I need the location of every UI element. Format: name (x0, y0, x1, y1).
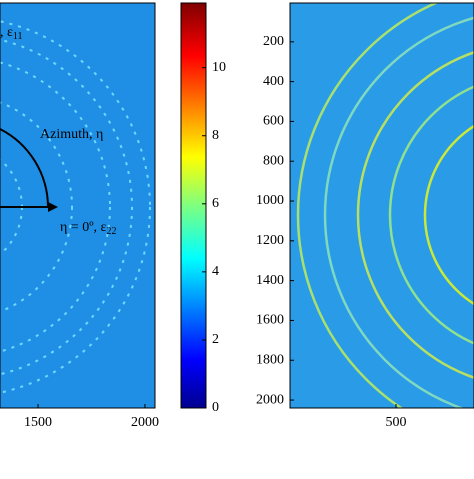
y-tick-label: 10 (212, 60, 226, 75)
annotation: , ε11 (0, 25, 23, 42)
y-tick-label: 800 (263, 153, 284, 168)
x-tick-label: 1500 (24, 415, 52, 430)
y-tick-label: 6 (212, 196, 219, 211)
x-tick-label: 2000 (131, 415, 159, 430)
y-tick-label: 600 (263, 114, 284, 129)
y-tick-label: 2000 (256, 392, 284, 407)
left-image (0, 3, 155, 408)
right-image (290, 3, 474, 408)
y-tick-label: 1400 (256, 273, 284, 288)
annotation: Azimuth, η (40, 127, 103, 142)
y-tick-label: 200 (263, 34, 284, 49)
y-tick-label: 4 (212, 264, 219, 279)
y-tick-label: 400 (263, 74, 284, 89)
y-tick-label: 8 (212, 128, 219, 143)
annotation-text: Azimuth, η (40, 127, 103, 142)
y-tick-label: 1600 (256, 313, 284, 328)
annotation-text: η = 0º, ε (60, 220, 107, 235)
annotation-subscript: 11 (13, 31, 23, 42)
y-tick-label: 2 (212, 332, 219, 347)
annotation: η = 0º, ε22 (60, 220, 116, 237)
y-tick-label: 1000 (256, 193, 284, 208)
y-tick-label: 1800 (256, 352, 284, 367)
x-tick-label: 500 (385, 415, 406, 430)
annotation-text: , ε (0, 25, 13, 40)
y-tick-label: 1200 (256, 233, 284, 248)
colorbar (180, 2, 207, 409)
annotation-subscript: 22 (106, 226, 116, 237)
y-tick-label: 0 (212, 400, 219, 415)
